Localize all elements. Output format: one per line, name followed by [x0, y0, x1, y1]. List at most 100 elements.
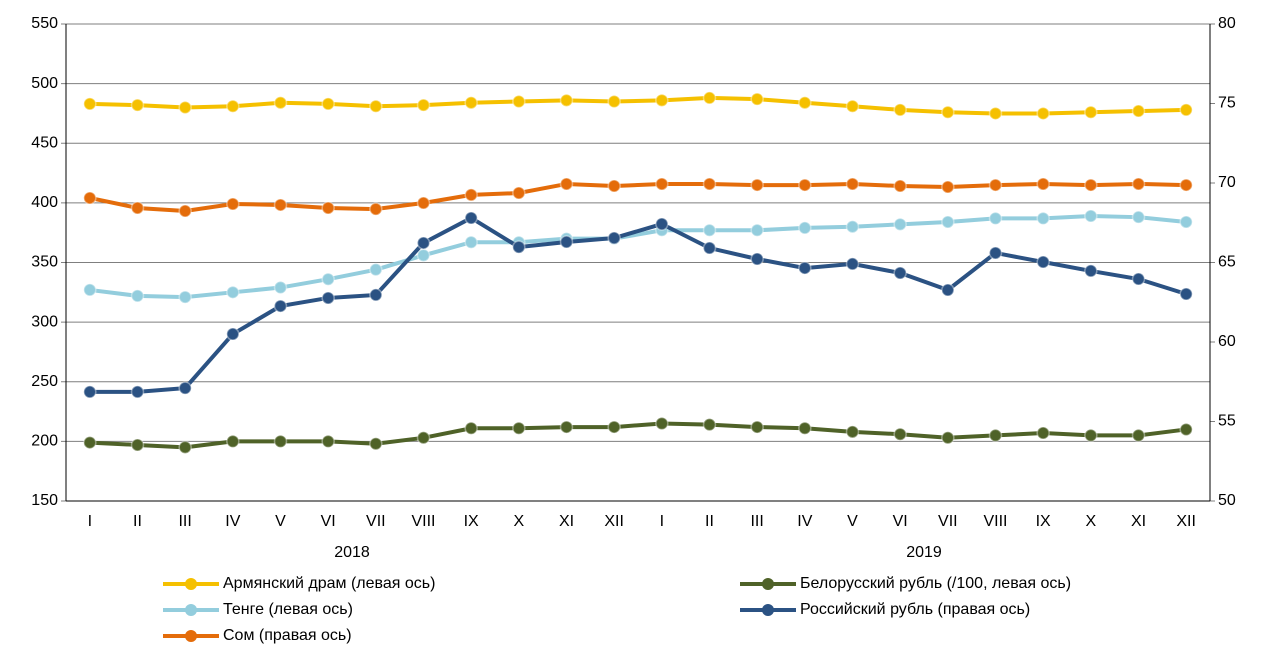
series-marker: [1084, 209, 1098, 223]
series-marker: [1131, 177, 1146, 191]
series-marker: [1084, 428, 1098, 443]
series-marker: [226, 99, 240, 114]
series-marker: [845, 99, 860, 114]
x-tick-label: IV: [797, 513, 812, 530]
series-marker: [178, 204, 192, 218]
series-marker: [130, 98, 145, 112]
y-tick-label: 300: [31, 313, 58, 330]
x-tick-label: X: [513, 513, 524, 530]
x-tick-label: IX: [1036, 513, 1051, 530]
series-marker: [559, 177, 574, 191]
legend-marker: [762, 578, 774, 590]
series-marker: [798, 95, 812, 110]
series-marker: [416, 196, 431, 210]
series-marker: [416, 431, 431, 445]
series-marker: [226, 197, 240, 211]
series-marker: [226, 327, 240, 341]
series-marker: [369, 288, 383, 302]
series-marker: [893, 179, 907, 193]
x-tick-label: XI: [559, 513, 574, 530]
x-tick-label: XII: [1176, 513, 1196, 530]
series-marker: [1131, 210, 1146, 224]
series-marker: [321, 97, 335, 111]
series-marker: [893, 103, 907, 117]
series-marker: [702, 241, 717, 255]
series-marker: [226, 434, 240, 449]
x-tick-label: II: [705, 513, 714, 530]
series-marker: [130, 289, 145, 303]
series-marker: [1179, 287, 1193, 301]
series-marker: [83, 435, 97, 450]
y-tick-label: 550: [31, 15, 58, 32]
x-tick-label: III: [178, 513, 191, 530]
series-marker: [941, 105, 955, 119]
series-marker: [321, 291, 335, 305]
series-marker: [941, 215, 955, 229]
series-marker: [1179, 215, 1193, 229]
series-marker: [607, 94, 621, 109]
series-marker: [273, 198, 288, 212]
x-tick-label: XII: [604, 513, 624, 530]
series-marker: [750, 178, 764, 192]
series-marker: [845, 425, 860, 439]
series-marker: [988, 428, 1003, 443]
series-marker: [464, 211, 478, 225]
series-marker: [845, 177, 860, 191]
x-tick-label: VI: [321, 513, 336, 530]
legend-marker: [762, 604, 774, 616]
legend-label: Тенге (левая ось): [223, 601, 353, 618]
series-marker: [130, 201, 145, 215]
series-marker: [750, 420, 764, 434]
series-marker: [416, 248, 431, 263]
series-marker: [1179, 103, 1193, 117]
y-tick-label: 500: [31, 75, 58, 92]
series-marker: [464, 95, 478, 110]
series-marker: [607, 179, 621, 193]
series-marker: [798, 261, 812, 275]
series-marker: [607, 231, 621, 245]
series-line: [89, 215, 1187, 394]
series-marker: [273, 280, 288, 295]
legend-label: Армянский драм (левая ось): [223, 575, 435, 592]
series-marker: [1179, 422, 1193, 437]
legend-label: Белорусский рубль (/100, левая ось): [800, 575, 1071, 592]
series-marker: [893, 266, 907, 280]
series-marker: [83, 191, 97, 205]
series-marker: [702, 177, 717, 191]
series-marker: [1036, 106, 1050, 121]
series-marker: [1084, 264, 1098, 278]
y-tick-label: 450: [31, 134, 58, 151]
y2-tick-label: 60: [1218, 333, 1236, 350]
y2-tick-label: 50: [1218, 492, 1236, 509]
series-marker: [1084, 105, 1098, 119]
series-marker: [83, 97, 97, 111]
series-marker: [321, 201, 335, 215]
series-marker: [130, 438, 145, 452]
y-tick-label: 150: [31, 492, 58, 509]
x-tick-label: VIII: [411, 513, 435, 530]
series-marker: [1036, 211, 1050, 226]
y-tick-label: 200: [31, 433, 58, 450]
x-tick-label: I: [88, 513, 92, 530]
series-marker: [1131, 428, 1146, 443]
series-marker: [702, 417, 717, 432]
series-marker: [464, 235, 478, 249]
y2-tick-label: 75: [1218, 95, 1236, 112]
series-marker: [464, 188, 478, 202]
series-marker: [273, 299, 288, 313]
series-marker: [1036, 255, 1050, 269]
series-marker: [702, 91, 717, 105]
series-marker: [273, 434, 288, 449]
series-marker: [655, 416, 669, 431]
series-marker: [464, 421, 478, 436]
series-marker: [798, 421, 812, 436]
x-tick-label: IX: [464, 513, 479, 530]
series-marker: [941, 283, 955, 297]
x-tick-label: III: [750, 513, 763, 530]
x-tick-label: VII: [366, 513, 386, 530]
series-marker: [178, 100, 192, 115]
series-marker: [655, 93, 669, 108]
series-marker: [988, 178, 1003, 192]
series-marker: [845, 219, 860, 234]
series-marker: [1131, 104, 1146, 118]
